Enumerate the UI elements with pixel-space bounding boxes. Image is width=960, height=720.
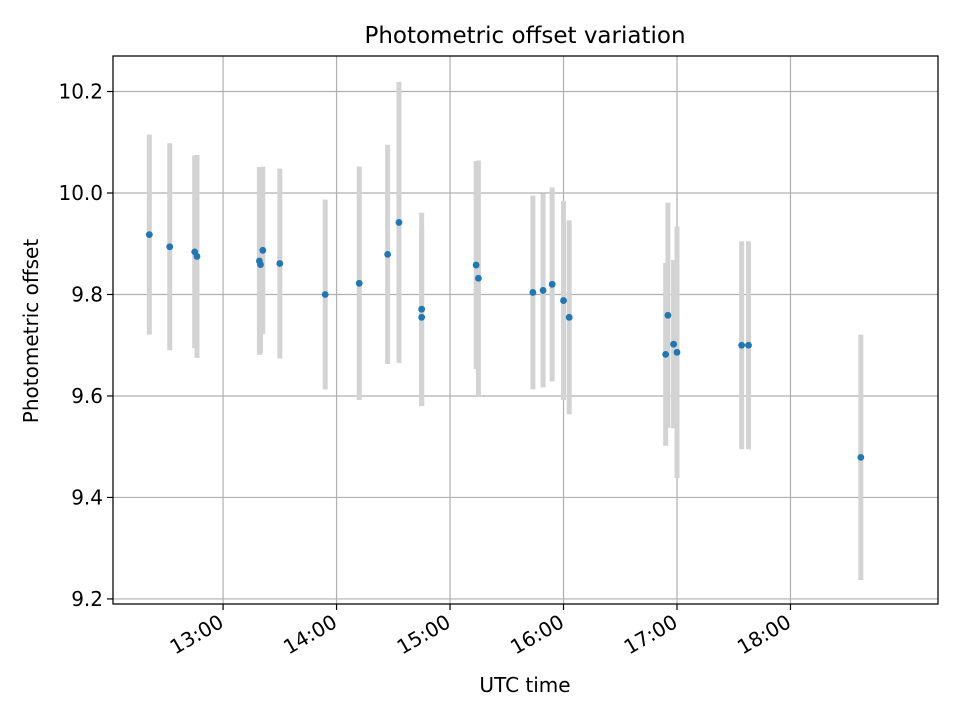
data-point <box>475 274 482 282</box>
data-point <box>539 287 547 294</box>
data-point <box>384 250 392 258</box>
data-point <box>418 313 426 321</box>
data-point <box>145 231 153 239</box>
x-axis-label: UTC time <box>479 673 570 697</box>
data-point <box>673 348 681 356</box>
data-point <box>321 291 329 298</box>
data-point <box>259 246 267 254</box>
y-tick-label: 9.8 <box>71 282 103 306</box>
data-point <box>193 253 201 260</box>
y-tick-label: 10.2 <box>58 80 103 104</box>
data-point <box>257 261 264 268</box>
y-tick-label: 9.4 <box>71 485 103 509</box>
y-tick-label: 9.2 <box>71 587 103 611</box>
data-point <box>664 311 672 319</box>
data-points <box>145 219 865 461</box>
y-tick-label: 10.0 <box>58 181 103 205</box>
data-point <box>166 243 174 251</box>
plot-frame <box>112 55 939 605</box>
y-tick-label: 9.6 <box>71 384 103 408</box>
data-point <box>738 341 746 349</box>
data-point <box>529 289 537 296</box>
data-point <box>560 297 567 304</box>
data-point <box>395 219 403 226</box>
chart-title: Photometric offset variation <box>364 23 685 49</box>
data-point <box>670 340 677 348</box>
data-point <box>548 280 556 288</box>
data-point <box>276 260 284 267</box>
y-axis-ticks: 9.2 9.4 9.6 9.8 10.0 10.2 <box>58 80 113 611</box>
y-axis-label: Photometric offset <box>19 239 43 424</box>
grid <box>113 56 938 604</box>
data-point <box>565 313 573 321</box>
data-point <box>418 305 426 313</box>
data-point <box>472 261 480 269</box>
data-point <box>745 341 752 349</box>
data-point <box>355 279 363 287</box>
data-point <box>857 453 865 461</box>
data-point <box>662 350 670 358</box>
